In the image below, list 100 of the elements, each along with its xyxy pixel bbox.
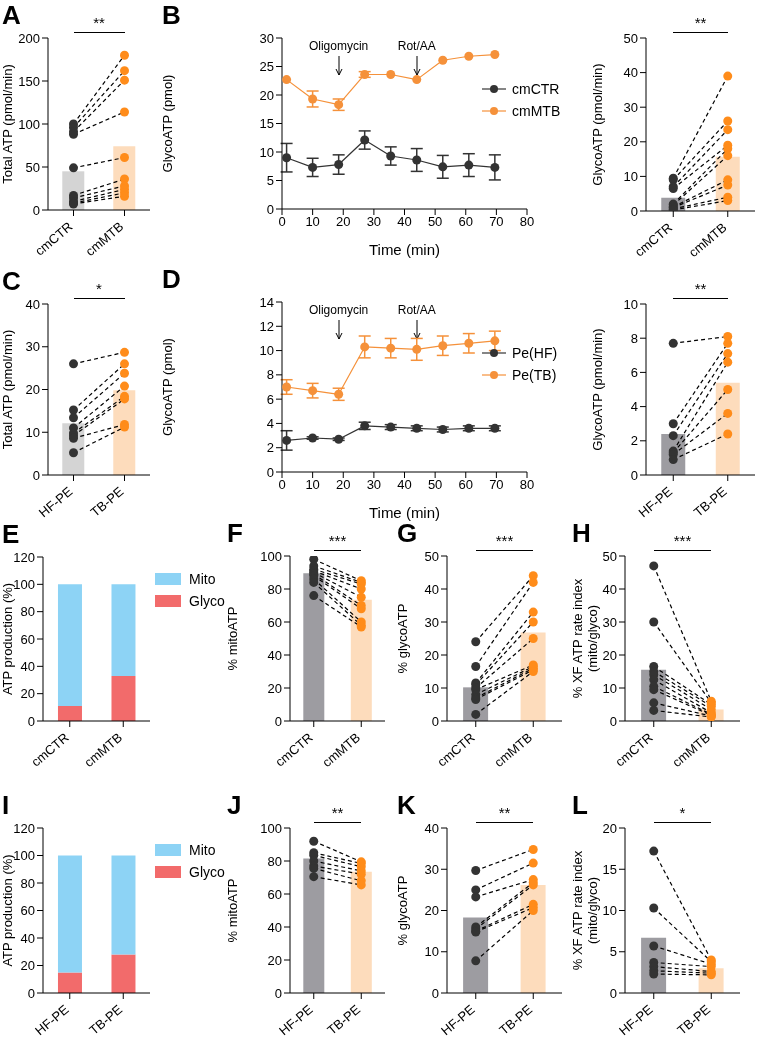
y-tick-label: 20 <box>25 382 40 398</box>
y-tick-label: 50 <box>602 548 617 564</box>
chart-title: H <box>572 518 591 549</box>
chart-title: A <box>2 0 21 31</box>
chart-title: F <box>227 518 243 549</box>
y-axis-title: % mitoATP <box>225 606 240 671</box>
y-tick-label: 4 <box>630 399 638 415</box>
y-tick-label: 80 <box>267 853 282 869</box>
y-tick-label: 0 <box>274 985 282 1001</box>
y-tick-label: 100 <box>13 848 35 864</box>
y-tick-label: 120 <box>13 820 35 836</box>
x-tick-label: 80 <box>519 214 535 230</box>
y-tick-label: 10 <box>623 296 638 312</box>
y-tick-label: 0 <box>27 713 35 729</box>
y-tick-label: 2 <box>630 433 638 449</box>
chart-title: B <box>162 0 181 31</box>
y-tick-label: 10 <box>602 903 617 919</box>
y-tick-label: 2 <box>266 440 274 456</box>
y-tick-label: 20 <box>602 820 617 836</box>
y-axis-title: % mitoATP <box>225 878 240 943</box>
y-tick-label: 120 <box>13 549 35 565</box>
annotation: Rot/AA <box>396 303 437 317</box>
legend-label: cmCTR <box>512 80 560 97</box>
y-tick-label: 20 <box>623 134 638 150</box>
y-tick-label: 20 <box>20 686 35 702</box>
y-tick-label: 0 <box>609 713 617 729</box>
y-axis-title: Total ATP (pmol/min) <box>0 64 15 184</box>
text: ** <box>693 280 708 297</box>
x-tick-label: 40 <box>397 214 412 230</box>
y-tick-label: 40 <box>20 930 35 946</box>
y-tick-label: 8 <box>266 367 274 383</box>
x-tick-label: 60 <box>458 477 473 493</box>
y-tick-label: 20 <box>424 647 439 663</box>
y-tick-label: 14 <box>259 294 274 310</box>
y-tick-label: 100 <box>260 820 282 836</box>
y-tick-label: 60 <box>267 886 282 902</box>
text: *** <box>327 532 348 549</box>
x-tick-label: 20 <box>336 477 351 493</box>
y-tick-label: 5 <box>266 173 274 189</box>
y-axis-title: ATP production (%) <box>0 854 15 967</box>
chart-title: E <box>2 519 20 550</box>
y-tick-label: 0 <box>32 202 40 218</box>
legend-label: Mito <box>189 842 216 858</box>
y-tick-label: 30 <box>259 30 274 46</box>
chart-title: C <box>2 266 21 297</box>
y-tick-label: 60 <box>20 631 35 647</box>
y-axis-title: GlycoATP (pmol) <box>160 74 175 173</box>
x-axis-title: Time (min) <box>367 241 442 258</box>
annotation: Oligomycin <box>307 303 370 317</box>
y-axis-title: ATP production (%) <box>0 582 15 696</box>
y-tick-label: 50 <box>25 159 40 175</box>
y-axis-title: % XF ATP rate index (mito/glyco) <box>570 850 600 971</box>
y-tick-label: 10 <box>424 944 439 960</box>
chart-title: L <box>572 790 588 821</box>
y-tick-label: 60 <box>267 614 282 630</box>
text: ** <box>92 14 106 31</box>
chart-title: I <box>2 790 10 821</box>
x-tick-label: 70 <box>489 214 504 230</box>
legend-label: cmMTB <box>512 102 561 119</box>
y-tick-label: 40 <box>623 65 638 81</box>
y-tick-label: 0 <box>266 464 274 480</box>
y-tick-label: 40 <box>267 647 282 663</box>
legend-label: Glyco <box>189 593 225 609</box>
chart-title: K <box>397 790 416 821</box>
y-tick-label: 10 <box>623 169 638 185</box>
y-tick-label: 0 <box>630 203 638 219</box>
chart-title: J <box>227 790 242 821</box>
y-tick-label: 6 <box>266 391 274 407</box>
y-tick-label: 30 <box>623 99 638 115</box>
y-axis-title: GlycoATP (pmol) <box>160 338 175 436</box>
y-tick-label: 10 <box>259 343 274 359</box>
text: *** <box>672 532 693 549</box>
y-tick-label: 0 <box>431 985 439 1001</box>
text: * <box>678 804 687 821</box>
y-tick-label: 40 <box>25 296 40 312</box>
y-axis-title: % glycoATP <box>395 875 410 946</box>
y-tick-label: 80 <box>267 581 282 597</box>
y-tick-label: 30 <box>424 614 439 630</box>
y-tick-label: 10 <box>424 680 439 696</box>
text: ** <box>693 14 708 31</box>
x-tick-label: 10 <box>305 214 320 230</box>
y-tick-label: 200 <box>18 30 40 46</box>
legend-label: Mito <box>189 571 216 587</box>
y-tick-label: 10 <box>25 424 40 440</box>
y-tick-label: 80 <box>20 604 35 620</box>
x-tick-label: 60 <box>458 214 473 230</box>
y-tick-label: 40 <box>602 581 617 597</box>
y-tick-label: 40 <box>424 581 439 597</box>
y-tick-label: 40 <box>424 820 439 836</box>
y-tick-label: 15 <box>259 116 274 132</box>
y-tick-label: 30 <box>424 861 439 877</box>
y-tick-label: 25 <box>259 59 274 75</box>
y-tick-label: 15 <box>602 861 617 877</box>
x-tick-label: 20 <box>336 214 351 230</box>
y-tick-label: 60 <box>20 903 35 919</box>
x-tick-label: 80 <box>519 477 535 493</box>
y-tick-label: 5 <box>609 944 617 960</box>
text: *** <box>494 532 515 549</box>
y-tick-label: 40 <box>20 658 35 674</box>
y-tick-label: 20 <box>259 87 274 103</box>
